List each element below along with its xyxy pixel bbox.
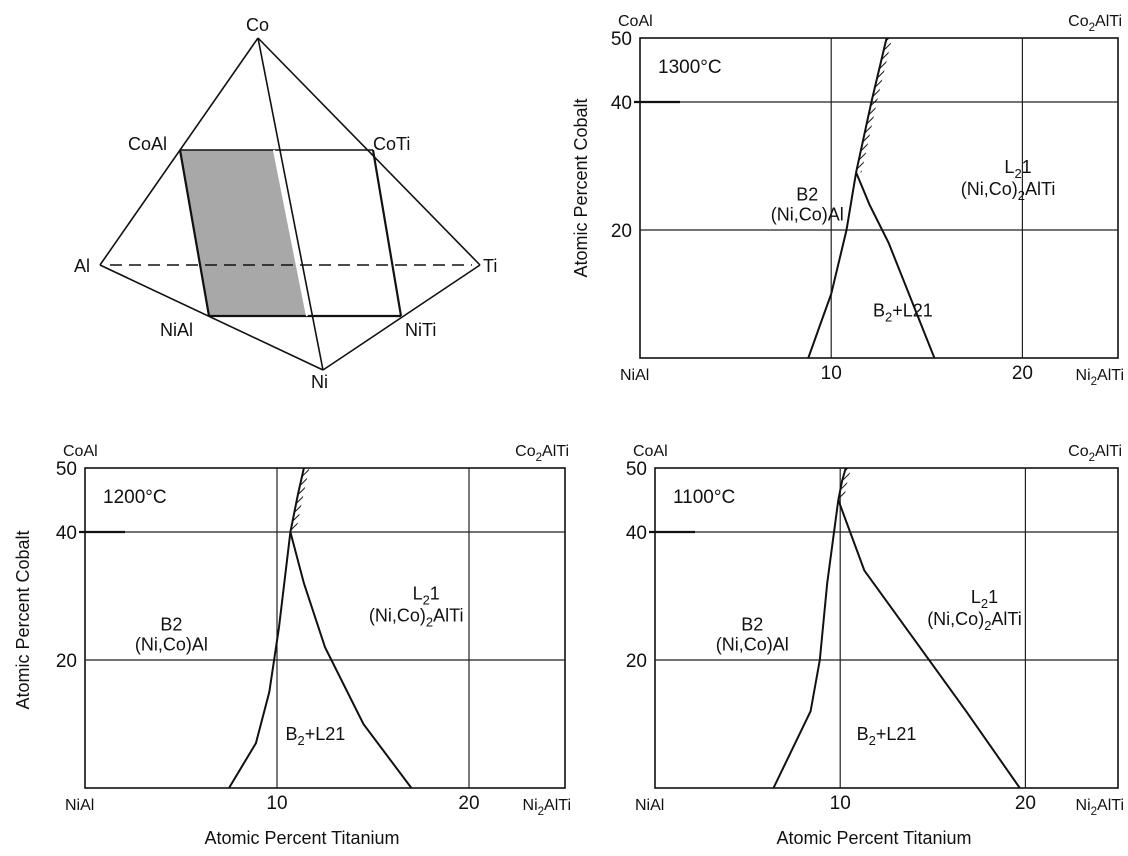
corner-nial-label: NiAl: [160, 320, 193, 340]
l21-phase-boundary: [837, 499, 1021, 789]
x-tick-label: 10: [830, 793, 851, 814]
hatched-boundary-line: [837, 467, 847, 501]
hatched-boundary-band: [838, 468, 852, 500]
corner-label-bottom-right: Ni2AlTi: [1076, 797, 1124, 818]
corner-label-top-left: CoAl: [63, 443, 98, 460]
corner-label-bottom-left: NiAl: [65, 797, 94, 814]
b2-phase-formula: (Ni,Co)Al: [771, 204, 844, 224]
corner-label-bottom-right: Ni2AlTi: [523, 797, 571, 818]
y-axis-title-top: Atomic Percent Cobalt: [571, 98, 591, 277]
b2-phase-boundary: [228, 531, 292, 789]
b2-phase-label: B2: [160, 614, 182, 634]
vertex-al-label: Al: [74, 256, 90, 276]
two-phase-label: B2+L21: [286, 724, 346, 748]
edge-co-ni: [257, 37, 324, 371]
y-tick-label: 50: [56, 459, 77, 480]
corner-label-top-left: CoAl: [633, 443, 668, 460]
edge-ti-ni: [322, 264, 481, 371]
x-tick-label: 20: [458, 793, 479, 814]
hatched-boundary-line: [855, 37, 888, 173]
vertex-ni-label: Ni: [311, 372, 328, 392]
y-axis-title-bottom: Atomic Percent Cobalt: [13, 530, 33, 709]
x-axis-title-right: Atomic Percent Titanium: [776, 828, 971, 848]
vertex-co-label: Co: [246, 15, 269, 35]
b2-phase-boundary: [807, 172, 858, 359]
shade-highlight-line: [273, 149, 308, 317]
hatched-boundary-line: [289, 467, 305, 533]
plot-frame: [639, 37, 1119, 359]
edge-al-ni: [99, 264, 324, 371]
corner-label-top-right: Co2AlTi: [1068, 443, 1122, 464]
y-tick-label: 50: [626, 459, 647, 480]
l21-phase-formula: (Ni,Co)2AlTi: [927, 609, 1022, 633]
x-tick-label: 10: [821, 363, 842, 384]
y-tick-label: 20: [626, 651, 647, 672]
corner-label-bottom-left: NiAl: [620, 367, 649, 384]
temperature-label: 1100°C: [673, 487, 735, 508]
l21-phase-formula: (Ni,Co)2AlTi: [961, 179, 1056, 203]
section-right-edge: [371, 149, 403, 317]
plot-frame: [654, 467, 1119, 789]
two-phase-label: B2+L21: [857, 724, 917, 748]
two-phase-label: B2+L21: [873, 300, 933, 324]
y-tick-label: 40: [56, 523, 77, 544]
corner-label-top-right: Co2AlTi: [515, 443, 569, 464]
x-tick-label: 10: [266, 793, 287, 814]
hatched-boundary-band: [856, 38, 893, 173]
x-tick-label: 20: [1012, 363, 1033, 384]
x-tick-label: 20: [1015, 793, 1036, 814]
b2-phase-label: B2: [796, 184, 818, 204]
y-tick-label: 40: [611, 93, 632, 114]
vertex-ti-label: Ti: [483, 256, 497, 276]
section-left-edge: [178, 149, 211, 317]
x-axis-title-left: Atomic Percent Titanium: [204, 828, 399, 848]
corner-coti-label: CoTi: [373, 134, 410, 154]
two-phase-section-shading: [180, 150, 306, 316]
l21-phase-label: L21: [413, 584, 440, 608]
l21-phase-boundary: [289, 531, 413, 789]
l21-phase-label: L21: [1004, 157, 1031, 181]
section-panel-2: 20 40 50 10 20 CoAl Co2AlTi NiAl Ni2AlTi 1100°C B2…: [626, 443, 1124, 818]
y-tick-label: 20: [56, 651, 77, 672]
corner-coal-label: CoAl: [128, 134, 167, 154]
section-panel-0: 20 40 50 10 20 CoAl Co2AlTi NiAl Ni2AlTi 1300°C B2…: [611, 13, 1124, 388]
temperature-label: 1200°C: [103, 487, 167, 508]
l21-phase-label: L21: [971, 587, 998, 611]
tetrahedron-diagram: Co Al Ti Ni CoAl CoTi NiAl NiTi: [74, 15, 497, 392]
b2-phase-boundary: [772, 499, 840, 789]
b2-phase-formula: (Ni,Co)Al: [135, 634, 208, 654]
temperature-label: 1300°C: [658, 57, 722, 78]
section-panel-1: 20 40 50 10 20 CoAl Co2AlTi NiAl Ni2AlTi 1200°C B2…: [56, 443, 571, 818]
corner-label-bottom-left: NiAl: [635, 797, 664, 814]
corner-label-top-left: CoAl: [618, 13, 653, 30]
edge-co-al: [99, 37, 259, 266]
l21-phase-formula: (Ni,Co)2AlTi: [369, 606, 464, 630]
corner-niti-label: NiTi: [405, 320, 436, 340]
y-tick-label: 20: [611, 221, 632, 242]
corner-label-top-right: Co2AlTi: [1068, 13, 1122, 34]
y-tick-label: 40: [626, 523, 647, 544]
b2-phase-label: B2: [741, 614, 763, 634]
plot-frame: [84, 467, 566, 789]
y-tick-label: 50: [611, 29, 632, 50]
l21-phase-boundary: [855, 172, 936, 359]
hatched-boundary-band: [290, 468, 310, 532]
corner-label-bottom-right: Ni2AlTi: [1076, 367, 1124, 388]
b2-phase-formula: (Ni,Co)Al: [716, 634, 789, 654]
edge-co-ti: [257, 37, 481, 266]
